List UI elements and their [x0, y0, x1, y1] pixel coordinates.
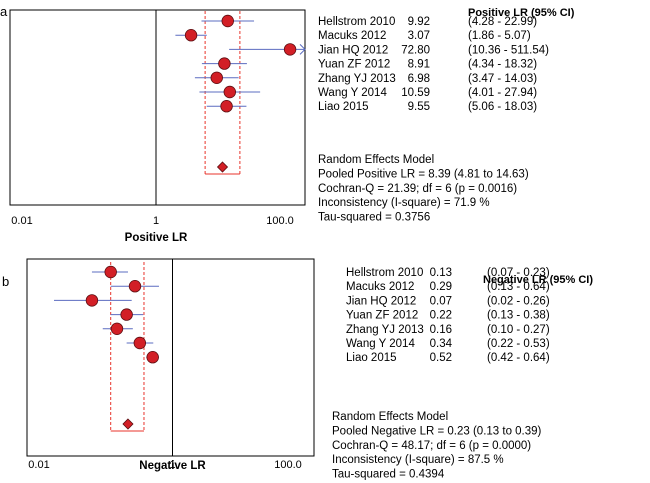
pooled-estimate-diamond — [216, 161, 229, 173]
study-estimate-marker — [120, 308, 133, 321]
study-estimate-marker — [283, 43, 297, 56]
summary-line: Pooled Negative LR = 0.23 (0.13 to 0.39) — [332, 425, 542, 437]
ci-overflow-arrow — [299, 44, 306, 55]
x-axis-label: Positive LR — [125, 232, 188, 244]
summary-line: Random Effects Model — [318, 154, 434, 166]
study-name: Jian HQ 2012 — [318, 44, 388, 56]
study-estimate-marker — [220, 99, 233, 113]
study-ci-value: (5.06 - 18.03) — [468, 101, 537, 113]
study-estimate-value: 0.13 — [430, 267, 452, 279]
study-ci-value: (0.02 - 0.26) — [487, 295, 550, 307]
study-name: Liao 2015 — [346, 352, 397, 364]
study-estimate-marker — [223, 85, 236, 99]
column-header: Negative LR (95% CI) — [483, 274, 593, 286]
study-estimate-value: 10.59 — [401, 87, 430, 99]
study-name: Zhang YJ 2013 — [318, 73, 396, 85]
x-tick-label: 0.01 — [11, 215, 32, 227]
study-name: Hellstrom 2010 — [318, 16, 395, 28]
study-ci-value: (0.13 - 0.64) — [487, 281, 550, 293]
summary-line: Cochran-Q = 21.39; df = 6 (p = 0.0016) — [318, 183, 517, 195]
study-estimate-marker — [146, 351, 159, 364]
study-ci-value: (1.86 - 5.07) — [468, 30, 531, 42]
study-estimate-value: 0.07 — [430, 295, 452, 307]
study-estimate-value: 0.22 — [430, 310, 452, 322]
study-estimate-value: 0.29 — [430, 281, 452, 293]
study-ci-value: (0.22 - 0.53) — [487, 338, 550, 350]
x-tick-label: 0.01 — [28, 459, 49, 471]
study-estimate-value: 6.98 — [408, 73, 430, 85]
study-ci-value: (4.28 - 22.99) — [468, 16, 537, 28]
pooled-estimate-diamond — [122, 418, 134, 430]
x-axis-label: Negative LR — [139, 460, 206, 472]
study-name: Macuks 2012 — [318, 30, 386, 42]
study-name: Yuan ZF 2012 — [346, 310, 418, 322]
summary-line: Tau-squared = 0.4394 — [332, 469, 445, 481]
summary-line: Tau-squared = 0.3756 — [318, 212, 430, 224]
study-estimate-marker — [104, 265, 117, 279]
x-tick-label: 1 — [153, 215, 159, 227]
study-ci-value: (4.01 - 27.94) — [468, 87, 537, 99]
study-name: Macuks 2012 — [346, 281, 414, 293]
summary-line: Random Effects Model — [332, 411, 448, 423]
study-estimate-marker — [218, 57, 231, 70]
summary-line: Cochran-Q = 48.17; df = 6 (p = 0.0000) — [332, 440, 531, 452]
study-ci-value: (0.13 - 0.38) — [487, 310, 550, 322]
study-estimate-value: 8.91 — [408, 59, 430, 71]
study-estimate-marker — [85, 294, 99, 307]
study-estimate-value: 0.16 — [430, 324, 452, 336]
summary-line: Inconsistency (I-square) = 71.9 % — [318, 197, 490, 209]
study-name: Wang Y 2014 — [346, 338, 415, 350]
study-estimate-marker — [128, 280, 142, 293]
study-name: Zhang YJ 2013 — [346, 324, 424, 336]
study-ci-value: (3.47 - 14.03) — [468, 73, 537, 85]
study-ci-value: (4.34 - 18.32) — [468, 59, 537, 71]
study-ci-value: (0.42 - 0.64) — [487, 352, 550, 364]
study-estimate-marker — [184, 29, 198, 42]
x-tick-label: 100.0 — [266, 215, 294, 227]
study-estimate-marker — [210, 71, 223, 85]
study-estimate-marker — [221, 14, 234, 28]
panel-label: a — [0, 4, 8, 19]
x-tick-label: 100.0 — [274, 459, 302, 471]
study-estimate-value: 9.55 — [408, 101, 430, 113]
study-estimate-value: 9.92 — [408, 16, 430, 28]
study-ci-value: (0.07 - 0.23) — [487, 267, 550, 279]
column-header: Positive LR (95% CI) — [468, 7, 575, 19]
summary-line: Inconsistency (I-square) = 87.5 % — [332, 454, 504, 466]
study-name: Yuan ZF 2012 — [318, 59, 390, 71]
study-ci-value: (10.36 - 511.54) — [468, 44, 549, 56]
study-estimate-value: 3.07 — [408, 30, 430, 42]
panel-label: b — [2, 274, 9, 289]
study-name: Hellstrom 2010 — [346, 267, 423, 279]
plot-frame — [26, 258, 315, 457]
study-name: Liao 2015 — [318, 101, 369, 113]
study-name: Jian HQ 2012 — [346, 295, 416, 307]
study-estimate-marker — [110, 322, 124, 336]
study-estimate-marker — [133, 336, 147, 350]
x-tick-label: 1 — [169, 459, 175, 471]
study-estimate-value: 72.80 — [401, 44, 430, 56]
study-name: Wang Y 2014 — [318, 87, 387, 99]
plot-frame — [9, 9, 306, 206]
study-estimate-value: 0.52 — [430, 352, 452, 364]
study-estimate-value: 0.34 — [430, 338, 453, 350]
study-ci-value: (0.10 - 0.27) — [487, 324, 550, 336]
summary-line: Pooled Positive LR = 8.39 (4.81 to 14.63… — [318, 168, 529, 180]
